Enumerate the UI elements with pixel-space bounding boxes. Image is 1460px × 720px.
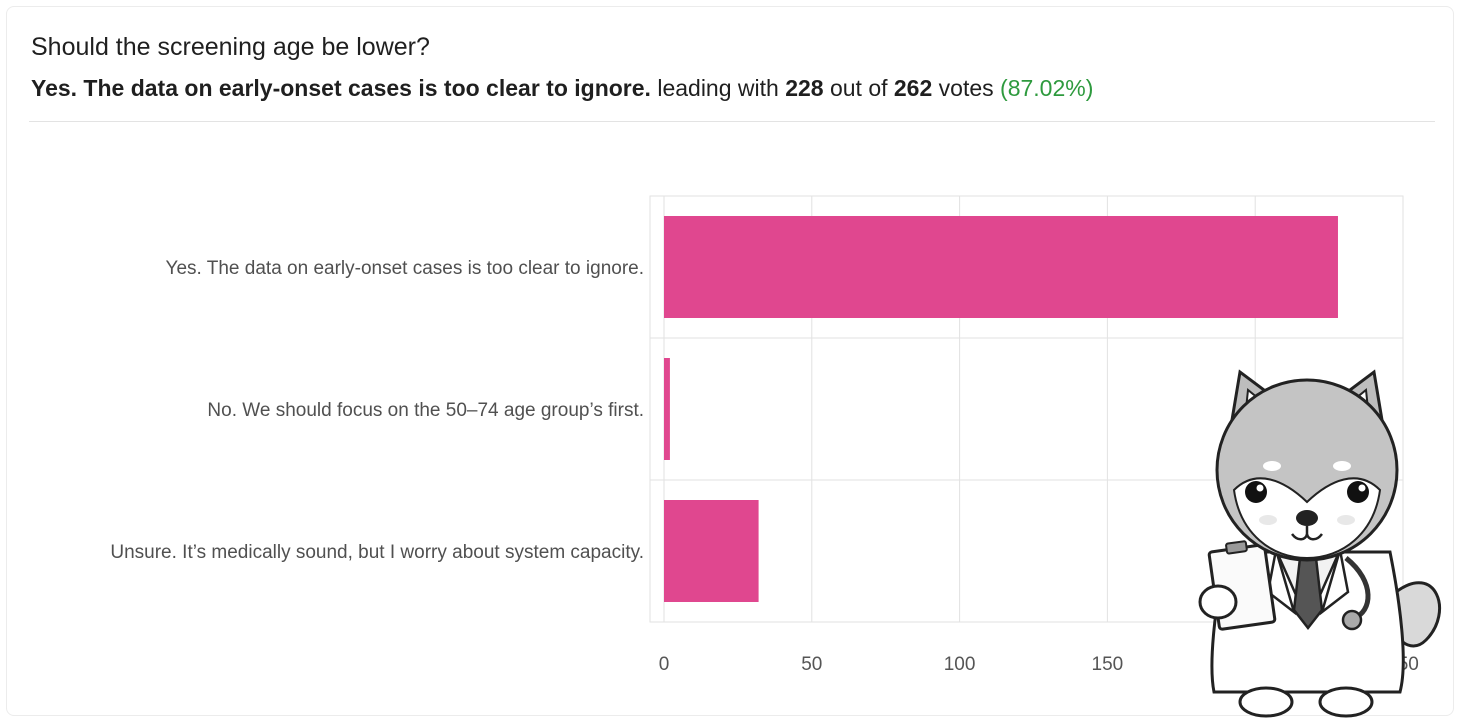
x-tick-label: 50 xyxy=(801,654,822,675)
bar xyxy=(664,358,670,460)
total-votes: 262 xyxy=(893,75,933,101)
category-label: Unsure. It’s medically sound, but I worr… xyxy=(110,542,644,563)
doctor-dog-mascot-icon xyxy=(1198,369,1442,718)
leading-votes: 228 xyxy=(785,75,824,101)
out-of-text: out of xyxy=(829,75,888,101)
votes-text: votes xyxy=(938,75,994,101)
x-tick-label: 100 xyxy=(944,654,976,675)
bar xyxy=(664,216,1338,318)
category-label: Yes. The data on early-onset cases is to… xyxy=(166,258,644,279)
leading-answer: Yes. The data on early-onset cases is to… xyxy=(31,75,651,101)
x-tick-label: 0 xyxy=(659,654,670,675)
header-divider xyxy=(29,121,1435,122)
bar xyxy=(664,500,759,602)
leading-text: leading with xyxy=(657,75,779,101)
x-tick-label: 150 xyxy=(1092,654,1124,675)
category-label: No. We should focus on the 50–74 age gro… xyxy=(207,400,644,421)
leading-percent: (87.02%) xyxy=(1000,75,1094,101)
poll-summary: Yes. The data on early-onset cases is to… xyxy=(31,75,1093,102)
poll-question: Should the screening age be lower? xyxy=(31,33,430,61)
